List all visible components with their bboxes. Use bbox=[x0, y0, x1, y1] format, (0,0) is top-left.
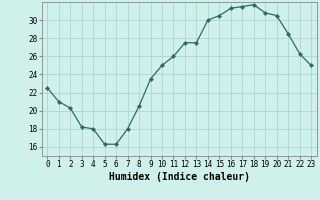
X-axis label: Humidex (Indice chaleur): Humidex (Indice chaleur) bbox=[109, 172, 250, 182]
